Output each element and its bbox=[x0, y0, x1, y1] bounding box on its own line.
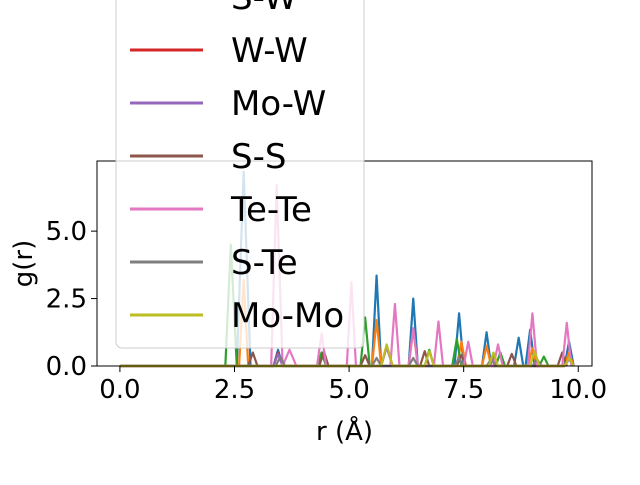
legend-entry-s-te: S-Te bbox=[130, 243, 298, 283]
y-tick-label: 5.0 bbox=[46, 217, 87, 247]
y-tick-label: 2.5 bbox=[46, 285, 87, 315]
legend-label: Mo-Mo bbox=[231, 296, 344, 336]
legend-label: W-W bbox=[231, 31, 308, 71]
x-tick-label: 0.0 bbox=[99, 375, 140, 405]
tick-layer: 0.0 2.5 5.0 7.5 10.0 0.0 2.5 5.0 bbox=[46, 217, 608, 405]
legend-entry-s-w: S-W bbox=[231, 0, 297, 18]
series-line-s-te bbox=[119, 355, 543, 368]
legend-label: S-W bbox=[231, 0, 297, 18]
legend-label: S-S bbox=[231, 137, 286, 177]
y-tick-label: 0.0 bbox=[46, 352, 87, 382]
x-tick-label: 5.0 bbox=[328, 375, 369, 405]
legend-label: Mo-W bbox=[231, 84, 326, 124]
x-axis-label: r (Å) bbox=[316, 415, 373, 447]
legend-label: S-Te bbox=[231, 243, 298, 283]
legend-entry-w-w: W-W bbox=[130, 31, 308, 71]
x-tick-label: 10.0 bbox=[549, 375, 607, 405]
legend-label: Te-Te bbox=[230, 190, 312, 230]
x-tick-label: 7.5 bbox=[443, 375, 484, 405]
y-axis-label: g(r) bbox=[9, 240, 39, 287]
legend-entry-te-te: Te-Te bbox=[130, 190, 312, 230]
legend-entry-mo-mo: Mo-Mo bbox=[130, 296, 344, 336]
x-tick-label: 2.5 bbox=[214, 375, 255, 405]
legend-entry-mo-w: Mo-W bbox=[130, 84, 326, 124]
legend-entry-s-s: S-S bbox=[130, 137, 286, 177]
legend: S-W W-W Mo-W S-S Te-Te S-Te Mo-Mo bbox=[115, 0, 365, 349]
